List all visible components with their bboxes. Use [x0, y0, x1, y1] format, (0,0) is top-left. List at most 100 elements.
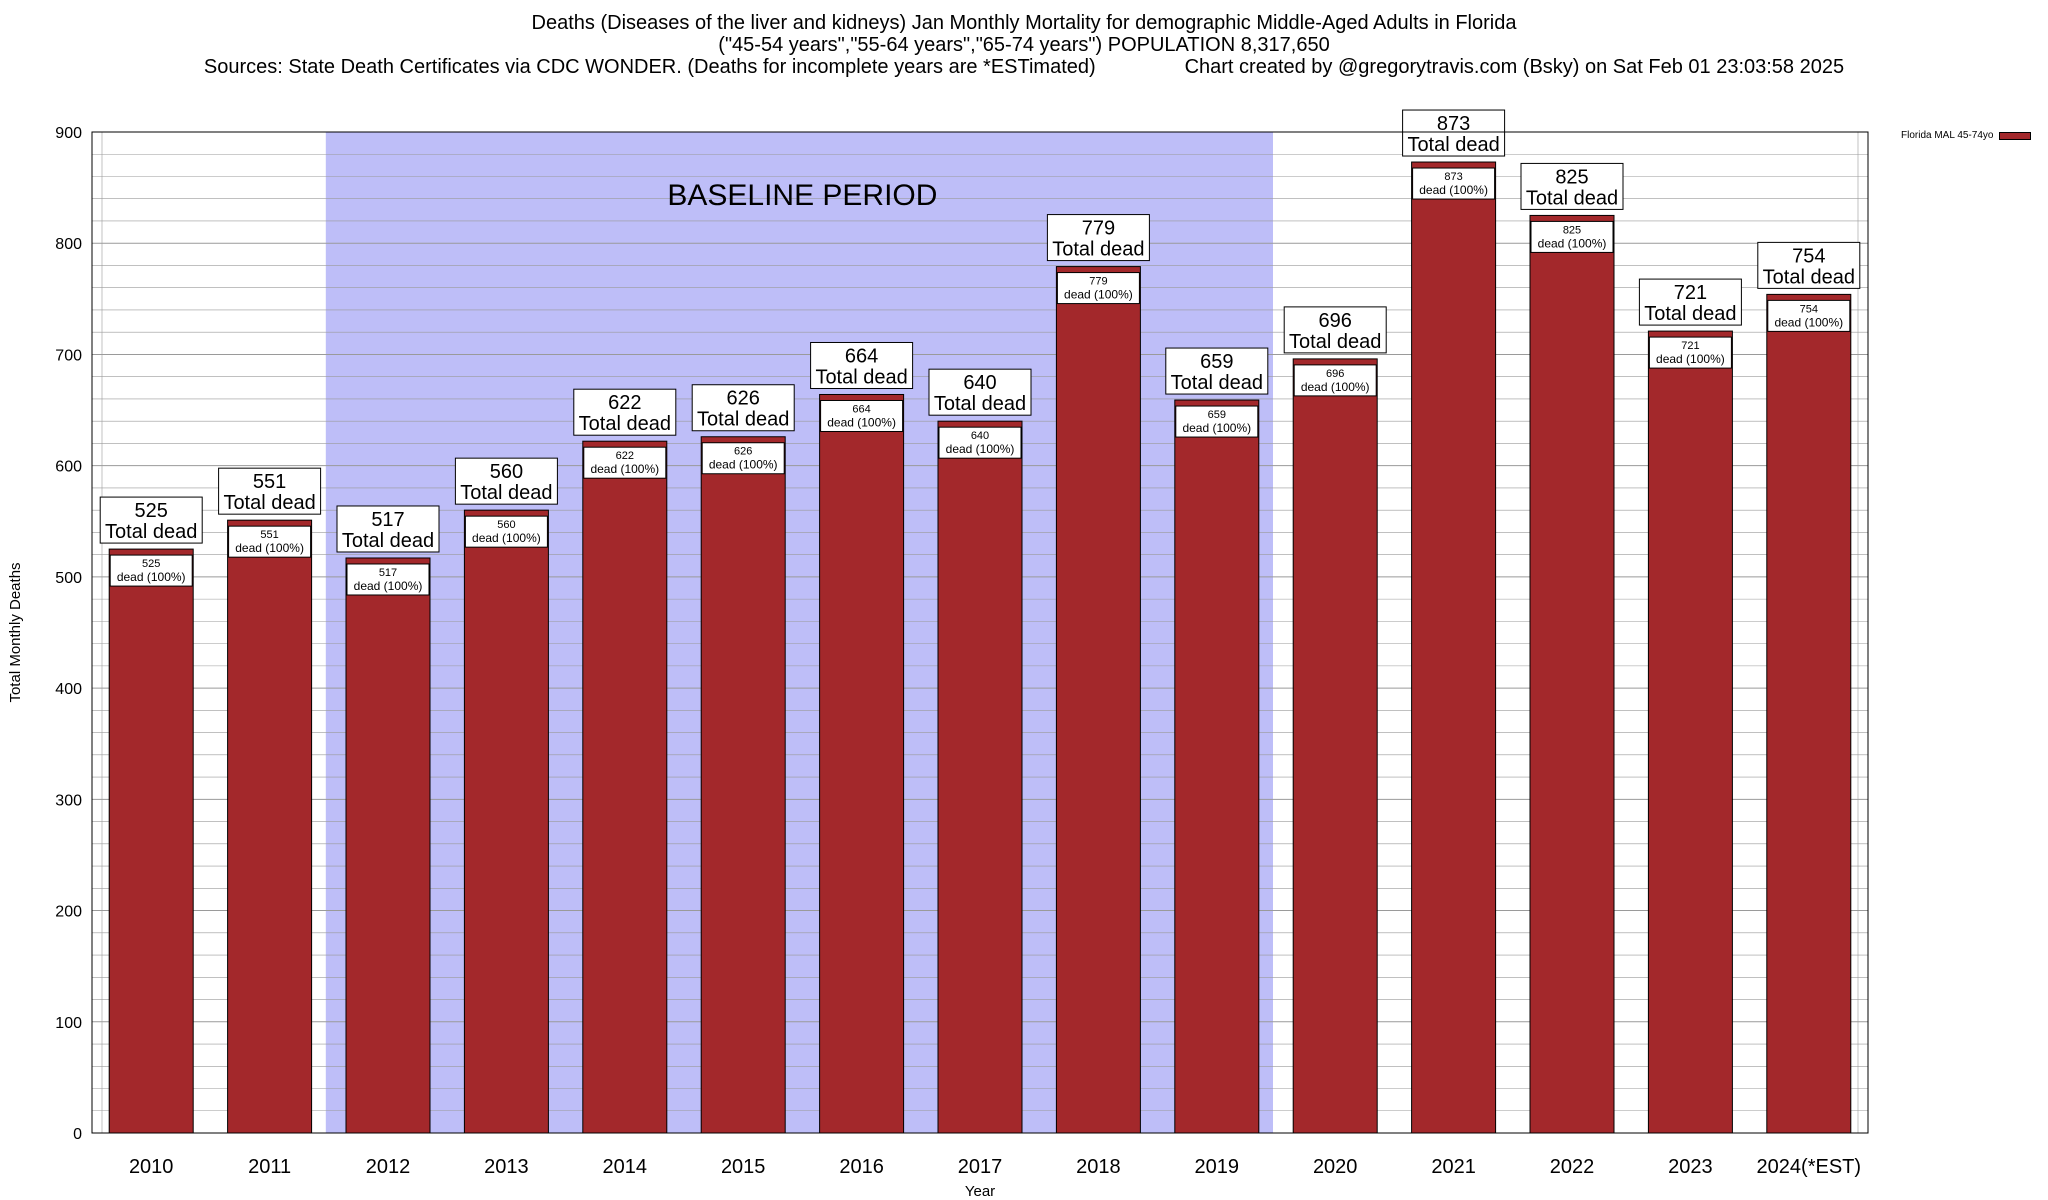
bar-inner-value: 779	[1089, 276, 1107, 288]
credit-text: Chart created by @gregorytravis.com (Bsk…	[1184, 56, 1845, 78]
bar-inner-value: 754	[1800, 303, 1818, 315]
x-tick-label: 2022	[1550, 1156, 1595, 1178]
bar-total-value: 517	[371, 509, 404, 531]
bar-inner-value: 525	[142, 558, 160, 570]
y-tick-label: 600	[55, 459, 82, 476]
bar	[108, 548, 194, 1134]
bar-total-label: Total dead	[223, 492, 315, 514]
bar-inner-label-box	[464, 515, 548, 548]
bar-total-value: 560	[490, 461, 523, 483]
bar-total-value: 664	[845, 345, 878, 367]
bar-total-value: 640	[963, 372, 996, 394]
bar-total-label: Total dead	[1052, 239, 1144, 261]
bar-total-value: 659	[1200, 351, 1233, 373]
bar-inner-label: dead (100%)	[946, 442, 1015, 456]
bar-inner-label-box	[938, 426, 1022, 459]
bar	[1529, 214, 1615, 1134]
y-tick-label: 500	[55, 570, 82, 587]
bar-inner-value: 696	[1326, 368, 1344, 380]
bar-total-label-box	[1046, 214, 1150, 262]
annotation-label: BASELINE PERIOD	[667, 179, 937, 212]
bar	[1292, 358, 1378, 1134]
bar-total-value: 525	[135, 500, 168, 522]
bar-inner-label: dead (100%)	[827, 415, 896, 429]
x-tick-label: 2010	[129, 1156, 174, 1178]
bar-total-label: Total dead	[342, 530, 434, 552]
x-tick-label: 2023	[1668, 1156, 1713, 1178]
y-tick-label: 0	[73, 1126, 82, 1143]
bar-inner-label-box	[1293, 364, 1377, 397]
bar-total-label: Total dead	[1644, 303, 1736, 325]
bar-total-label: Total dead	[579, 413, 671, 435]
bar	[1174, 399, 1260, 1134]
bar	[1766, 293, 1852, 1134]
bar-inner-value: 560	[497, 519, 515, 531]
bar	[1411, 161, 1497, 1134]
bar-inner-value: 626	[734, 446, 752, 458]
bar	[463, 509, 549, 1134]
y-tick-label: 800	[55, 236, 82, 253]
bar-inner-label-box	[1056, 272, 1140, 305]
bar-total-label-box	[99, 496, 203, 544]
bar	[582, 440, 668, 1134]
y-tick-label: 200	[55, 904, 82, 921]
bar-inner-label: dead (100%)	[590, 462, 659, 476]
legend-swatch	[1999, 131, 2032, 140]
bar-total-label-box	[1638, 278, 1742, 326]
bar-total-value: 754	[1792, 245, 1825, 267]
chart-subtitle: ("45-54 years","55-64 years","65-74 year…	[718, 34, 1330, 56]
y-axis-label: Total Monthly Deaths	[7, 562, 24, 702]
bar-inner-value: 873	[1444, 171, 1462, 183]
bar	[700, 436, 786, 1134]
bar-total-label-box	[336, 505, 440, 553]
bar-inner-label-box	[820, 399, 904, 432]
bar-inner-label-box	[583, 446, 667, 479]
legend-label: Florida MAL 45-74yo	[1901, 130, 1994, 141]
bar	[345, 557, 431, 1134]
plot-frame	[91, 131, 1869, 1134]
bar-inner-label: dead (100%)	[1301, 380, 1370, 394]
bar	[1055, 266, 1141, 1134]
bar-total-label: Total dead	[697, 409, 789, 431]
x-tick-label: 2019	[1195, 1156, 1240, 1178]
bar-total-label-box	[1283, 306, 1387, 354]
bar-inner-value: 551	[260, 529, 278, 541]
bar-inner-label-box	[701, 442, 785, 475]
y-tick-label: 100	[55, 1015, 82, 1032]
bar-total-label-box	[1757, 241, 1861, 289]
bar-inner-label: dead (100%)	[1182, 421, 1251, 435]
bar-inner-label-box	[1767, 299, 1851, 332]
bar-inner-label: dead (100%)	[1064, 288, 1133, 302]
bar-inner-label: dead (100%)	[354, 579, 423, 593]
bar-inner-value: 721	[1681, 340, 1699, 352]
bar-inner-label-box	[346, 563, 430, 596]
bar-inner-label: dead (100%)	[1419, 183, 1488, 197]
bar-inner-label-box	[1175, 405, 1259, 438]
bar-total-label: Total dead	[1171, 372, 1263, 394]
bar-total-label-box	[810, 341, 914, 389]
x-axis-label: Year	[965, 1183, 995, 1200]
legend: Florida MAL 45-74yo	[1901, 130, 2032, 141]
bar-total-label-box	[454, 457, 558, 505]
bar-inner-value: 659	[1208, 409, 1226, 421]
bar-inner-value: 640	[971, 430, 989, 442]
bar-total-label-box	[218, 467, 322, 515]
x-tick-label: 2015	[721, 1156, 766, 1178]
x-tick-label: 2018	[1076, 1156, 1121, 1178]
chart-sources-line: Sources: State Death Certificates via CD…	[0, 56, 2048, 78]
bar	[937, 420, 1023, 1134]
bar	[227, 519, 313, 1134]
bar-total-label: Total dead	[1763, 266, 1855, 288]
sources-text: Sources: State Death Certificates via CD…	[203, 56, 1096, 78]
bar-total-label: Total dead	[1526, 187, 1618, 209]
y-tick-label: 400	[55, 681, 82, 698]
bar-total-label-box	[691, 384, 795, 432]
bar	[819, 393, 905, 1134]
bar-inner-label-box	[109, 554, 193, 587]
bar-inner-label: dead (100%)	[1538, 236, 1607, 250]
x-tick-label: 2013	[484, 1156, 529, 1178]
bar-inner-value: 622	[616, 450, 634, 462]
bar-inner-value: 664	[852, 403, 870, 415]
bar-total-value: 551	[253, 471, 286, 493]
